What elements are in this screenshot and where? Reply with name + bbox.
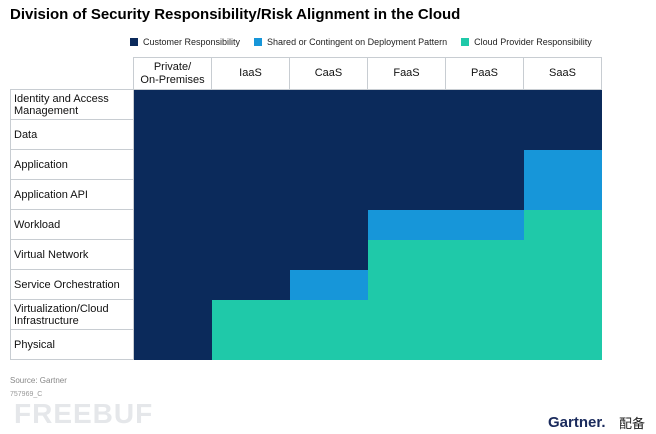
heatmap-cell [211, 269, 290, 300]
row-label: Application [10, 149, 134, 180]
heatmap-cell [445, 209, 524, 240]
row-label: Physical [10, 329, 134, 360]
heatmap-cell [367, 329, 446, 360]
heatmap-cell [523, 119, 602, 150]
heatmap-cell [523, 299, 602, 330]
heatmap-cell [367, 179, 446, 210]
legend-swatch [130, 38, 138, 46]
grid-corner [10, 57, 134, 90]
heatmap-cell [133, 209, 212, 240]
row-label: Identity and Access Management [10, 89, 134, 120]
heatmap-cell [523, 149, 602, 180]
heatmap-cell [445, 89, 524, 120]
heatmap-cell [133, 239, 212, 270]
heatmap-cell [211, 209, 290, 240]
table-row: Physical [10, 329, 602, 360]
heatmap-cell [445, 239, 524, 270]
heatmap-cell [523, 269, 602, 300]
table-row: Virtual Network [10, 239, 602, 270]
responsibility-grid: Private/On-Premises IaaS CaaS FaaS PaaS SaaS … [10, 57, 602, 360]
row-label: Workload [10, 209, 134, 240]
heatmap-cell [445, 149, 524, 180]
chart-title: Division of Security Responsibility/Risk… [10, 6, 461, 23]
heatmap-cell [445, 179, 524, 210]
row-label: Virtualization/Cloud Infrastructure [10, 299, 134, 330]
heatmap-cell [289, 89, 368, 120]
table-row: Identity and Access Management [10, 89, 602, 120]
heatmap-cell [211, 89, 290, 120]
legend-item: Shared or Contingent on Deployment Patte… [254, 37, 447, 47]
heatmap-cell [133, 299, 212, 330]
table-row: Workload [10, 209, 602, 240]
legend-swatch [254, 38, 263, 46]
watermark-text: FREEBUF [14, 398, 154, 429]
column-header: SaaS [523, 57, 602, 90]
heatmap-cell [367, 209, 446, 240]
heatmap-cell [367, 89, 446, 120]
heatmap-cell [445, 269, 524, 300]
heatmap-cell [211, 179, 290, 210]
heatmap-cell [133, 179, 212, 210]
legend-item: Cloud Provider Responsibility [461, 37, 592, 47]
legend-label: Cloud Provider Responsibility [474, 37, 592, 47]
legend-item: Customer Responsibility [130, 37, 240, 47]
heatmap-cell [367, 119, 446, 150]
heatmap-cell [445, 299, 524, 330]
heatmap-cell [523, 239, 602, 270]
column-header: FaaS [367, 57, 446, 90]
column-header: Private/On-Premises [133, 57, 212, 90]
heatmap-cell [289, 239, 368, 270]
table-row: Service Orchestration [10, 269, 602, 300]
heatmap-cell [211, 299, 290, 330]
heatmap-cell [289, 329, 368, 360]
heatmap-cell [445, 329, 524, 360]
heatmap-cell [523, 89, 602, 120]
figure-code: 757969_C [10, 391, 43, 398]
heatmap-cell [289, 209, 368, 240]
heatmap-cell [289, 149, 368, 180]
row-label: Data [10, 119, 134, 150]
heatmap-cell [211, 239, 290, 270]
heatmap-cell [523, 329, 602, 360]
row-label: Virtual Network [10, 239, 134, 270]
gartner-logo: Gartner. [548, 414, 606, 431]
column-header: PaaS [445, 57, 524, 90]
heatmap-cell [211, 149, 290, 180]
brand-suffix: 配备 [619, 416, 646, 431]
heatmap-cell [367, 239, 446, 270]
heatmap-cell [133, 89, 212, 120]
heatmap-cell [133, 149, 212, 180]
heatmap-cell [133, 269, 212, 300]
table-row: Data [10, 119, 602, 150]
heatmap-cell [133, 329, 212, 360]
row-label: Service Orchestration [10, 269, 134, 300]
table-row: Application API [10, 179, 602, 210]
heatmap-cell [289, 119, 368, 150]
column-header: CaaS [289, 57, 368, 90]
heatmap-cell [211, 119, 290, 150]
heatmap-cell [133, 119, 212, 150]
heatmap-cell [211, 329, 290, 360]
row-label: Application API [10, 179, 134, 210]
table-row: Virtualization/Cloud Infrastructure [10, 299, 602, 330]
legend-label: Customer Responsibility [143, 37, 241, 47]
heatmap-cell [445, 119, 524, 150]
legend-swatch [461, 38, 470, 46]
legend-label: Shared or Contingent on Deployment Patte… [267, 37, 448, 47]
heatmap-cell [289, 179, 368, 210]
heatmap-cell [367, 269, 446, 300]
source-note: Source: Gartner [10, 376, 67, 385]
heatmap-cell [289, 269, 368, 300]
heatmap-cell [367, 149, 446, 180]
heatmap-cell [289, 299, 368, 330]
legend: Customer Responsibility Shared or Conting… [130, 37, 592, 47]
heatmap-cell [367, 299, 446, 330]
heatmap-cell [523, 179, 602, 210]
heatmap-cell [523, 209, 602, 240]
column-header: IaaS [211, 57, 290, 90]
table-row: Application [10, 149, 602, 180]
